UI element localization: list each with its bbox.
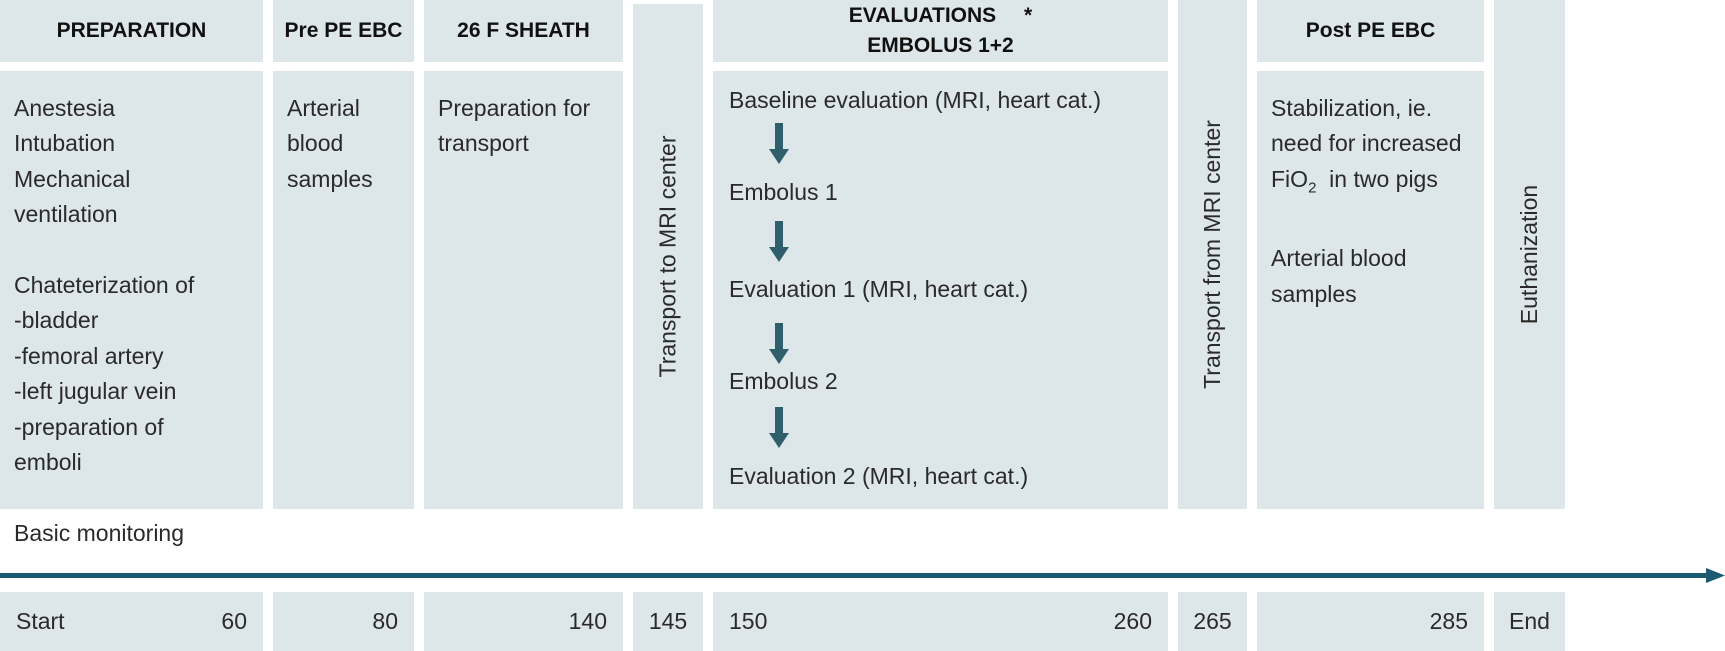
prep-item: -bladder (14, 307, 99, 334)
post-pe-item: samples (1271, 280, 1357, 307)
timeline-arrow (0, 568, 1725, 583)
header-sheath: 26 F SHEATH (424, 0, 623, 62)
down-arrow-icon (769, 323, 789, 364)
time-260: 260 (1113, 608, 1152, 634)
prep-item: Chateterization of (14, 272, 195, 299)
euthanization-column: Euthanization (1494, 0, 1565, 509)
transport-to-mri-label: Transport to MRI center (654, 135, 681, 378)
post-pe-item: need for increased (1271, 130, 1462, 157)
prep-gap (14, 233, 249, 268)
pre-pe-ebc-body: Arterial blood samples (273, 71, 414, 509)
time-pre-pe: 80 (273, 592, 414, 651)
header-evaluations: EVALUATIONS * EMBOLUS 1+2 (713, 0, 1168, 62)
sheath-item: transport (438, 130, 529, 157)
post-pe-gap (1271, 206, 1470, 241)
prep-item: Anestesia (14, 95, 116, 121)
header-preparation-label: PREPARATION (56, 18, 207, 42)
time-transport-from: 265 (1178, 592, 1247, 651)
time-265: 265 (1193, 608, 1232, 634)
post-pe-item: Stabilization, ie. (1271, 95, 1433, 121)
evaluations-body: Baseline evaluation (MRI, heart cat.) Em… (713, 71, 1168, 509)
evaluation-step: Evaluation 2 (MRI, heart cat.) (729, 463, 1029, 489)
header-post-pe-ebc: Post PE EBC (1257, 0, 1484, 62)
header-pre-pe-ebc-label: Pre PE EBC (284, 18, 403, 42)
header-preparation: PREPARATION (0, 0, 263, 62)
prep-item: -femoral artery (14, 342, 164, 369)
fio2-text: FiO (1271, 165, 1309, 192)
time-end: End (1509, 608, 1550, 634)
down-arrow-icon (769, 221, 789, 262)
prep-item: ventilation (14, 201, 118, 228)
post-pe-fio2-line: FiO2 in two pigs (1271, 162, 1470, 206)
fio2-rest: in two pigs (1316, 165, 1438, 192)
transport-to-mri-column: Transport to MRI center (633, 4, 703, 509)
evaluation-step: Embolus 1 (729, 179, 838, 205)
time-80: 80 (372, 608, 398, 634)
time-transport-to: 145 (633, 592, 703, 651)
down-arrow-icon (769, 407, 789, 448)
time-sheath: 140 (424, 592, 623, 651)
time-start: Start (16, 608, 65, 634)
transport-from-mri-column: Transport from MRI center (1178, 0, 1247, 509)
sheath-body: Preparation for transport (424, 71, 623, 509)
down-arrow-icon (769, 123, 789, 164)
header-evaluations-line1: EVALUATIONS * (849, 1, 1032, 31)
prep-gap (14, 480, 249, 515)
preparation-body: Anestesia Intubation Mechanical ventilat… (0, 71, 263, 546)
evaluation-step: Baseline evaluation (MRI, heart cat.) (729, 87, 1102, 113)
time-euthanization: End (1494, 592, 1565, 651)
header-evaluations-line2: EMBOLUS 1+2 (867, 34, 1014, 57)
sheath-item: Preparation for (438, 95, 591, 121)
header-pre-pe-ebc: Pre PE EBC (273, 0, 414, 62)
pre-pe-item: samples (287, 165, 373, 192)
header-evaluations-title: EVALUATIONS (848, 3, 997, 27)
fio2-subscript: 2 (1308, 179, 1317, 197)
post-pe-ebc-body: Stabilization, ie. need for increased Fi… (1257, 71, 1484, 509)
prep-item: emboli (14, 449, 82, 476)
prep-item: Mechanical (14, 165, 131, 192)
time-145: 145 (648, 608, 688, 634)
prep-item: Intubation (14, 130, 116, 157)
header-sheath-label: 26 F SHEATH (457, 18, 590, 42)
pre-pe-item: blood (287, 130, 344, 157)
euthanization-label: Euthanization (1516, 184, 1543, 325)
post-pe-item: Arterial blood (1271, 245, 1407, 272)
time-evaluations: 150 260 (713, 592, 1168, 651)
evaluation-step: Evaluation 1 (MRI, heart cat.) (729, 276, 1029, 302)
transport-from-mri-label: Transport from MRI center (1199, 120, 1226, 389)
time-140: 140 (568, 608, 607, 634)
prep-item: -preparation of (14, 413, 164, 440)
time-preparation: Start 60 (0, 592, 263, 651)
header-post-pe-ebc-label: Post PE EBC (1305, 18, 1436, 42)
time-post-pe: 285 (1257, 592, 1484, 651)
time-285: 285 (1429, 608, 1468, 634)
time-150: 150 (729, 608, 768, 634)
time-60: 60 (221, 608, 247, 634)
header-evaluations-star: * (1024, 3, 1033, 27)
evaluation-step: Embolus 2 (729, 368, 838, 394)
prep-item: -left jugular vein (14, 378, 177, 405)
pre-pe-item: Arterial (287, 95, 360, 121)
prep-item: Basic monitoring (14, 519, 185, 546)
